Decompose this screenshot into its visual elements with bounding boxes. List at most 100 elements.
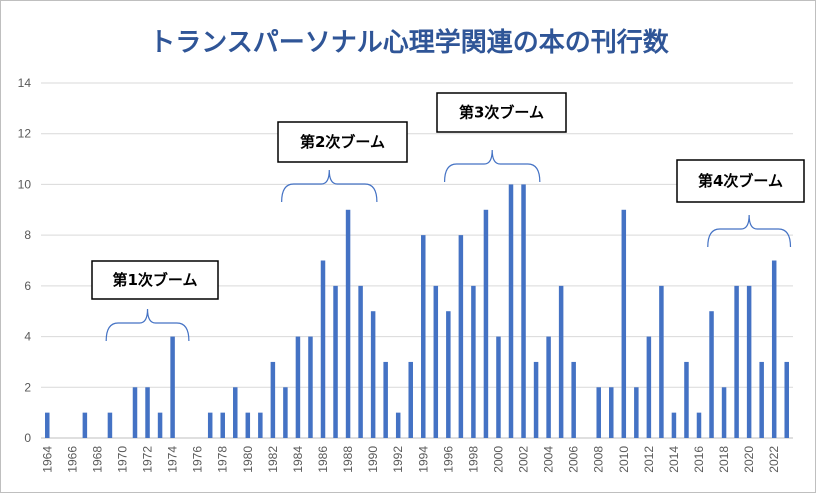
x-tick-label: 2002 bbox=[517, 446, 531, 473]
bar-2014 bbox=[671, 412, 677, 438]
x-tick-label: 1986 bbox=[316, 446, 330, 473]
x-tick-label: 1978 bbox=[216, 446, 230, 473]
x-tick-label: 1990 bbox=[366, 446, 380, 473]
boom-callout-box-1 bbox=[91, 260, 219, 300]
boom-callout-box-4 bbox=[676, 159, 805, 203]
x-tick-label: 2008 bbox=[592, 446, 606, 473]
bar-1978 bbox=[220, 412, 225, 438]
bar-1999 bbox=[483, 209, 489, 438]
bar-1996 bbox=[446, 311, 451, 438]
bar-1990 bbox=[370, 311, 376, 438]
x-tick-label: 1976 bbox=[191, 446, 205, 473]
bar-1997 bbox=[458, 235, 464, 438]
x-tick-label: 1968 bbox=[90, 446, 104, 473]
bar-1981 bbox=[258, 412, 263, 438]
bar-1971 bbox=[132, 387, 138, 438]
bar-2004 bbox=[546, 336, 551, 438]
x-tick-label: 1972 bbox=[141, 446, 155, 473]
bar-1998 bbox=[471, 285, 476, 438]
x-axis-ticks: 1964 1966 1968 1970 1972 1974 1976 1978 1980 1982… bbox=[40, 446, 781, 473]
bar-1980 bbox=[245, 412, 251, 438]
x-tick-label: 2020 bbox=[742, 446, 756, 473]
bar-1977 bbox=[207, 412, 213, 438]
bar-2022 bbox=[771, 260, 777, 438]
chart-title: トランスパーソナル心理学関連の本の刊行数 bbox=[149, 27, 669, 58]
boom-callout-box-3 bbox=[436, 92, 567, 133]
bar-1983 bbox=[283, 387, 288, 438]
bar-1986 bbox=[320, 260, 326, 438]
boom-brace-1 bbox=[105, 308, 190, 342]
bar-1967 bbox=[82, 412, 88, 438]
bar-1994 bbox=[421, 235, 426, 438]
bar-2010 bbox=[621, 209, 627, 438]
x-tick-label: 1974 bbox=[166, 446, 180, 473]
bar-2005 bbox=[558, 285, 564, 438]
bar-2012 bbox=[646, 336, 652, 438]
bar-2006 bbox=[571, 361, 576, 438]
bar-1985 bbox=[308, 336, 313, 438]
x-tick-label: 1996 bbox=[441, 446, 455, 473]
x-tick-label: 2022 bbox=[767, 446, 781, 473]
bar-2017 bbox=[709, 311, 714, 438]
y-tick-label: 12 bbox=[18, 127, 32, 141]
bar-2023 bbox=[784, 361, 789, 438]
bar-2019 bbox=[734, 285, 739, 438]
boom-brace-3 bbox=[443, 149, 541, 183]
x-tick-label: 1984 bbox=[291, 446, 305, 473]
bar-2015 bbox=[684, 361, 689, 438]
bar-2001 bbox=[508, 184, 514, 438]
x-tick-label: 1964 bbox=[40, 446, 54, 473]
bar-1991 bbox=[383, 361, 388, 438]
x-tick-label: 2016 bbox=[692, 446, 706, 473]
x-tick-label: 2006 bbox=[567, 446, 581, 473]
bar-1992 bbox=[395, 412, 401, 438]
x-tick-label: 2004 bbox=[542, 446, 556, 473]
bar-2011 bbox=[634, 387, 639, 438]
bar-1972 bbox=[145, 387, 150, 438]
bar-2002 bbox=[521, 184, 526, 438]
y-tick-label: 4 bbox=[24, 330, 31, 344]
boom-label-2: 第2次ブーム bbox=[300, 133, 385, 151]
bar-1979 bbox=[233, 387, 238, 438]
bars bbox=[45, 184, 789, 438]
boom-label-3: 第3次ブーム bbox=[459, 104, 544, 122]
x-tick-label: 1966 bbox=[65, 446, 79, 473]
bar-2020 bbox=[746, 285, 752, 438]
x-tick-label: 1992 bbox=[391, 446, 405, 473]
x-tick-label: 1982 bbox=[266, 446, 280, 473]
bar-1989 bbox=[358, 285, 363, 438]
x-tick-label: 2000 bbox=[491, 446, 505, 473]
bar-2009 bbox=[609, 387, 614, 438]
bar-1969 bbox=[107, 412, 113, 438]
y-tick-label: 14 bbox=[18, 76, 32, 90]
x-tick-label: 1980 bbox=[241, 446, 255, 473]
boom-brace-4 bbox=[707, 214, 792, 248]
bar-2018 bbox=[721, 387, 727, 438]
bar-1982 bbox=[270, 361, 276, 438]
x-tick-label: 1988 bbox=[341, 446, 355, 473]
y-tick-label: 6 bbox=[24, 279, 31, 293]
y-tick-label: 10 bbox=[18, 177, 32, 191]
bar-1973 bbox=[157, 412, 163, 438]
boom-label-4: 第4次ブーム bbox=[698, 172, 783, 190]
bar-1987 bbox=[333, 285, 338, 438]
x-tick-label: 2012 bbox=[642, 446, 656, 473]
x-tick-label: 2014 bbox=[667, 446, 681, 473]
y-tick-label: 8 bbox=[24, 228, 31, 242]
y-axis-ticks: 0 2 4 6 8 10 12 14 bbox=[18, 76, 32, 445]
bar-2016 bbox=[696, 412, 702, 438]
boom-label-1: 第1次ブーム bbox=[113, 271, 198, 289]
boom-braces bbox=[105, 149, 792, 342]
x-tick-label: 2010 bbox=[617, 446, 631, 473]
bar-2000 bbox=[496, 336, 501, 438]
y-tick-label: 2 bbox=[24, 380, 31, 394]
bar-1964 bbox=[45, 412, 50, 438]
bar-1984 bbox=[295, 336, 301, 438]
boom-brace-2 bbox=[281, 169, 378, 203]
bar-2008 bbox=[596, 387, 601, 438]
bar-2021 bbox=[759, 361, 764, 438]
bar-1974 bbox=[170, 336, 175, 438]
